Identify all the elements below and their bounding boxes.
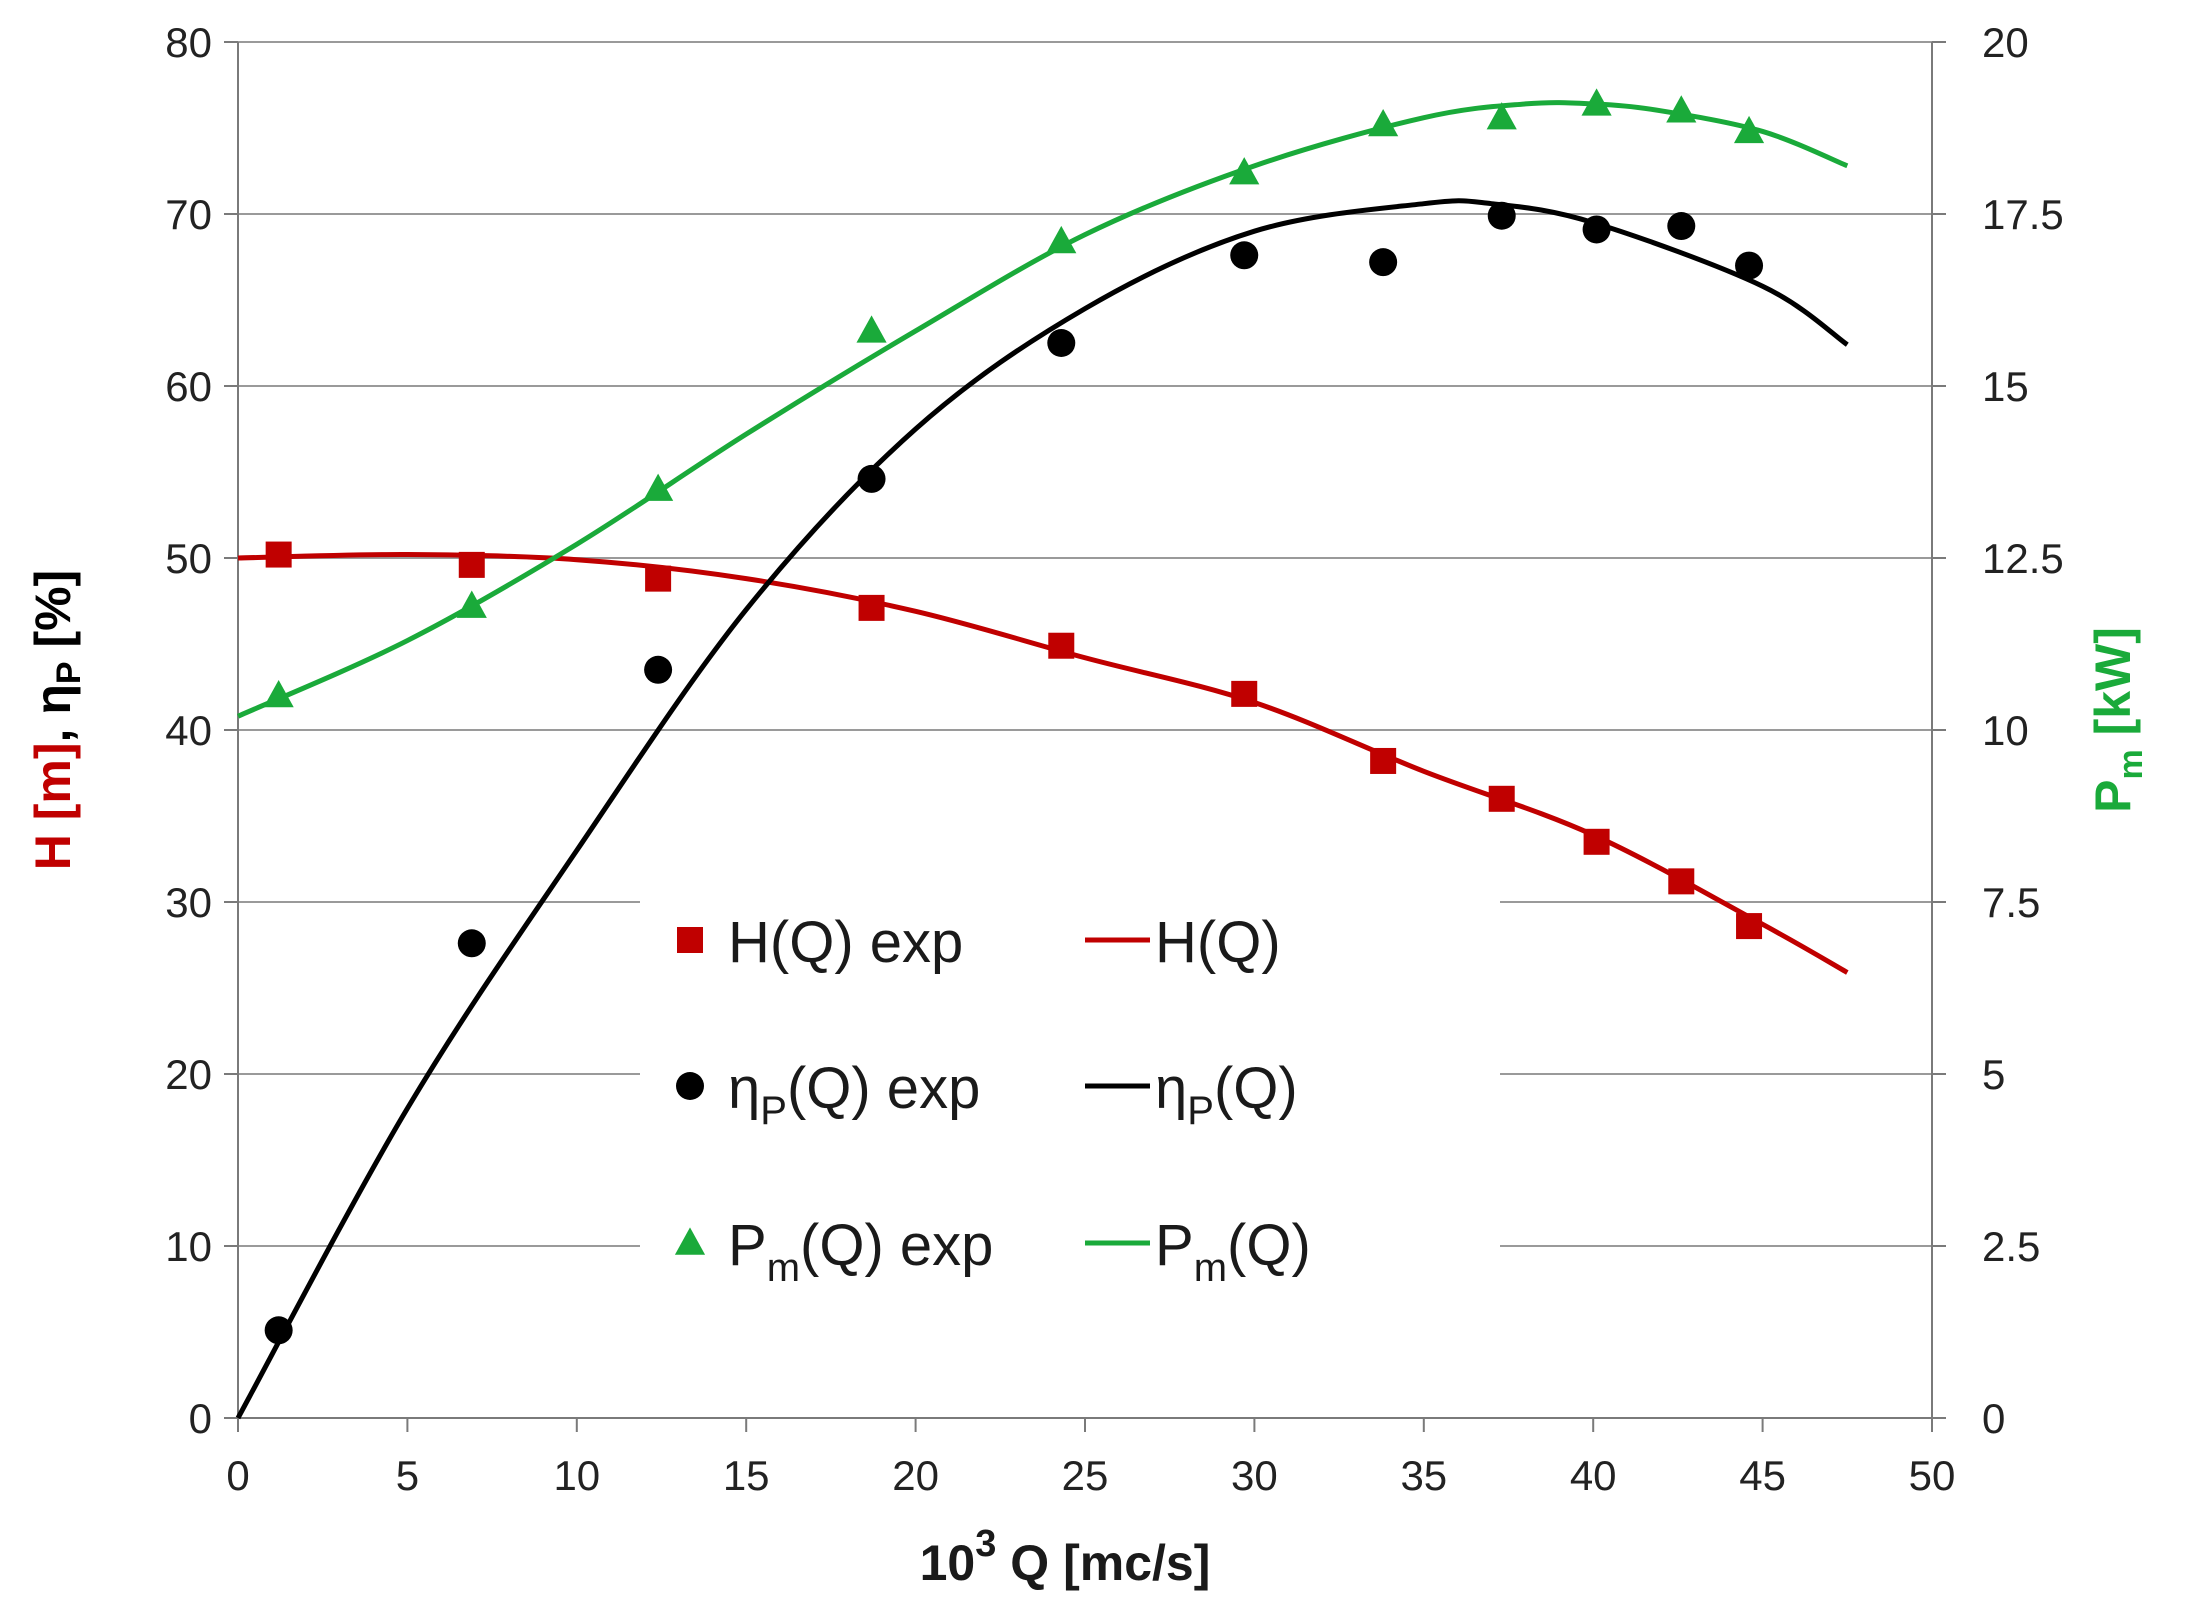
- data-point-square: [858, 594, 885, 621]
- data-point-circle: [264, 1316, 293, 1345]
- data-point-square: [1370, 747, 1397, 774]
- left-tick-label: 0: [189, 1395, 212, 1442]
- legend-label: H(Q): [1155, 910, 1281, 975]
- legend-swatch-triangle: [674, 1227, 706, 1255]
- data-point-square: [458, 551, 485, 578]
- x-axis-label: 103 Q [mc/s]: [920, 1523, 1211, 1591]
- left-y-axis-label: H [m], ηP [%]: [25, 570, 88, 870]
- series-line-5: [236, 100, 1849, 719]
- data-point-circle: [1487, 201, 1516, 230]
- data-point-square: [265, 541, 292, 568]
- data-point-square: [1668, 868, 1695, 895]
- data-point-square: [1048, 632, 1075, 659]
- data-point-square: [1488, 785, 1515, 812]
- data-point-circle: [857, 464, 886, 493]
- right-tick-label: 2.5: [1982, 1223, 2040, 1270]
- x-tick-label: 30: [1231, 1452, 1278, 1499]
- data-point-square: [1736, 913, 1763, 940]
- legend-label: ηP(Q) exp: [728, 1056, 980, 1133]
- x-tick-label: 50: [1909, 1452, 1956, 1499]
- right-tick-label: 20: [1982, 19, 2029, 66]
- legend-swatch-circle: [676, 1072, 704, 1100]
- x-tick-label: 40: [1570, 1452, 1617, 1499]
- legend-swatch-square: [677, 927, 703, 953]
- left-tick-label: 10: [165, 1223, 212, 1270]
- data-point-square: [1583, 828, 1610, 855]
- x-tick-label: 15: [723, 1452, 770, 1499]
- legend-label: Pm(Q) exp: [728, 1213, 993, 1290]
- data-point-circle: [1667, 212, 1696, 241]
- legend-label: ηP(Q): [1155, 1056, 1298, 1133]
- right-tick-label: 5: [1982, 1051, 2005, 1098]
- data-point-square: [1231, 680, 1258, 707]
- x-tick-label: 45: [1739, 1452, 1786, 1499]
- data-point-circle: [1047, 329, 1076, 357]
- left-tick-label: 70: [165, 191, 212, 238]
- right-tick-label: 12.5: [1982, 535, 2064, 582]
- left-tick-label: 50: [165, 535, 212, 582]
- x-tick-label: 5: [396, 1452, 419, 1499]
- x-tick-label: 35: [1400, 1452, 1447, 1499]
- right-y-axis-label: Pm [kW]: [2085, 627, 2150, 813]
- left-tick-label: 30: [165, 879, 212, 926]
- right-tick-label: 0: [1982, 1395, 2005, 1442]
- data-point-circle: [457, 929, 486, 958]
- right-tick-label: 7.5: [1982, 879, 2040, 926]
- axes: [224, 41, 1946, 1432]
- data-point-triangle: [856, 315, 887, 343]
- data-point-triangle: [1046, 225, 1077, 254]
- left-tick-label: 20: [165, 1051, 212, 1098]
- left-tick-label: 40: [165, 707, 212, 754]
- data-point-triangle: [643, 473, 674, 501]
- left-tick-label: 80: [165, 19, 212, 66]
- data-point-circle: [1369, 248, 1398, 277]
- data-point-triangle: [263, 680, 294, 708]
- data-point-circle: [644, 655, 673, 684]
- x-tick-label: 20: [892, 1452, 939, 1499]
- data-point-triangle: [1666, 95, 1697, 123]
- legend: H(Q) exp H(Q) ηP(Q) exp ηP(Q) Pm(Q) exp Pm(Q): [640, 870, 1500, 1290]
- data-point-triangle: [1368, 108, 1399, 137]
- data-point-triangle: [1733, 115, 1765, 144]
- x-tick-label: 0: [226, 1452, 249, 1499]
- x-tick-label: 25: [1062, 1452, 1109, 1499]
- left-tick-label: 60: [165, 363, 212, 410]
- data-point-circle: [1230, 241, 1259, 270]
- legend-label: H(Q) exp: [728, 910, 963, 975]
- right-tick-label: 10: [1982, 707, 2029, 754]
- data-point-square: [645, 565, 672, 592]
- x-tick-label: 10: [553, 1452, 600, 1499]
- legend-label: Pm(Q): [1155, 1213, 1311, 1290]
- data-series: [235, 88, 1849, 1420]
- data-point-circle: [1582, 215, 1611, 244]
- right-tick-label: 17.5: [1982, 191, 2064, 238]
- data-point-triangle: [1486, 102, 1517, 130]
- data-point-triangle: [1229, 157, 1260, 185]
- data-point-triangle: [1581, 88, 1612, 116]
- data-point-circle: [1735, 251, 1764, 280]
- right-tick-label: 15: [1982, 363, 2029, 410]
- legend-box: [640, 870, 1500, 1290]
- data-point-triangle: [456, 590, 487, 618]
